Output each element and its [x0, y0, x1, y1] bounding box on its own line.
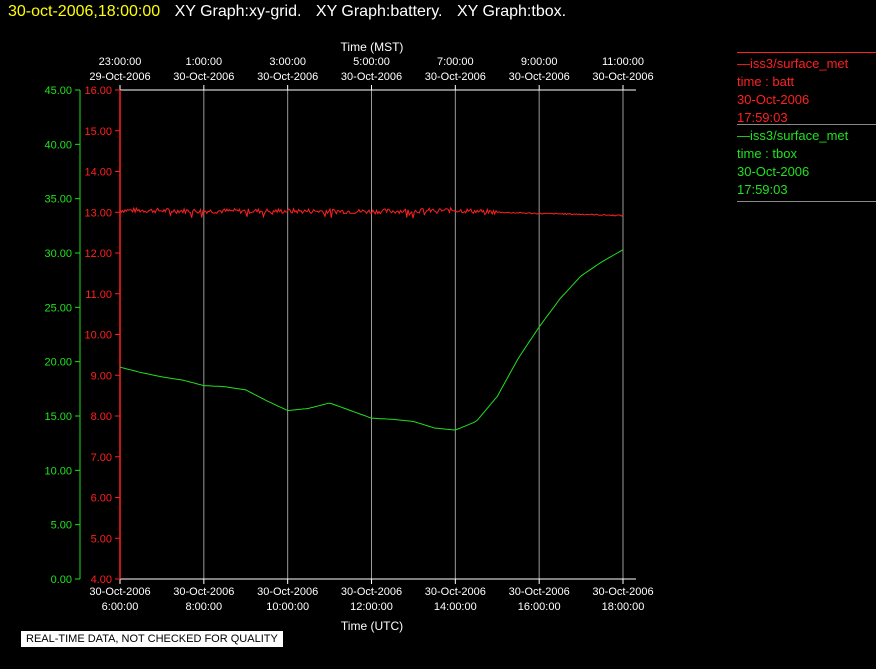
- y-inner-tick-label: 6.00: [91, 493, 112, 505]
- series-line-tbox: [119, 249, 624, 431]
- x-bottom-tick-time: 8:00:00: [185, 601, 222, 613]
- legend-batt: —iss3/surface_met time : batt 30-Oct-200…: [737, 50, 876, 127]
- legend-batt-time: 17:59:03: [737, 110, 788, 125]
- legend-batt-date: 30-Oct-2006: [737, 92, 810, 107]
- legend-tbox: —iss3/surface_met time : tbox 30-Oct-200…: [737, 122, 876, 204]
- x-top-tick-date: 30-Oct-2006: [173, 71, 234, 83]
- quality-disclaimer: REAL-TIME DATA, NOT CHECKED FOR QUALITY: [21, 631, 283, 647]
- x-bottom-tick-time: 16:00:00: [518, 601, 561, 613]
- y-outer-tick-label: 45.00: [44, 85, 72, 97]
- y-inner-tick-label: 4.00: [91, 574, 112, 586]
- legend-batt-top-rule: [737, 52, 876, 53]
- x-bottom-tick-time: 12:00:00: [350, 601, 393, 613]
- y-inner-tick-label: 10.00: [84, 330, 112, 342]
- y-inner-tick-label: 13.00: [84, 207, 112, 219]
- y-inner-tick-label: 12.00: [84, 248, 112, 260]
- x-bottom-tick-time: 18:00:00: [602, 601, 645, 613]
- y-outer-tick-label: 15.00: [44, 411, 72, 423]
- graph-title-grid: XY Graph:xy-grid.: [174, 3, 302, 20]
- legend-tbox-station: —iss3/surface_met: [737, 128, 849, 143]
- x-bottom-tick-time: 10:00:00: [266, 601, 309, 613]
- x-bottom-tick-date: 30-Oct-2006: [425, 586, 486, 598]
- y-outer-tick-label: 10.00: [44, 465, 72, 477]
- timestamp: 30-oct-2006,18:00:00: [8, 3, 161, 20]
- legend-tbox-swatch: —: [737, 128, 750, 143]
- x-top-tick-time: 11:00:00: [602, 56, 644, 68]
- y-outer-tick-label: 0.00: [51, 574, 72, 586]
- x-top-tick-time: 23:00:00: [99, 56, 142, 68]
- x-bottom-tick-date: 30-Oct-2006: [341, 586, 402, 598]
- x-top-tick-date: 30-Oct-2006: [341, 71, 402, 83]
- x-top-tick-time: 7:00:00: [437, 56, 474, 68]
- y-inner-tick-label: 14.00: [84, 167, 112, 179]
- x-bottom-tick-date: 30-Oct-2006: [89, 586, 150, 598]
- y-outer-tick-label: 20.00: [44, 357, 72, 369]
- y-outer-tick-label: 40.00: [44, 139, 72, 151]
- x-bottom-tick-date: 30-Oct-2006: [509, 586, 570, 598]
- legend-tbox-field: time : tbox: [737, 146, 797, 161]
- x-top-tick-date: 30-Oct-2006: [592, 71, 653, 83]
- y-inner-tick-label: 5.00: [91, 533, 112, 545]
- x-bottom-axis-label: Time (UTC): [341, 619, 403, 633]
- legend-tbox-date: 30-Oct-2006: [737, 164, 810, 179]
- x-bottom-tick-time: 14:00:00: [434, 601, 477, 613]
- legend-batt-field: time : batt: [737, 74, 795, 89]
- y-outer-tick-label: 35.00: [44, 194, 72, 206]
- x-bottom-tick-date: 30-Oct-2006: [173, 586, 234, 598]
- x-bottom-tick-date: 30-Oct-2006: [257, 586, 318, 598]
- y-outer-tick-label: 25.00: [44, 302, 72, 314]
- legend-tbox-time: 17:59:03: [737, 182, 788, 197]
- legend-tbox-top-rule: [737, 124, 876, 125]
- x-top-axis-label: Time (MST): [341, 40, 404, 54]
- y-outer-tick-label: 30.00: [44, 248, 72, 260]
- y-inner-tick-label: 15.00: [84, 126, 112, 138]
- legend-batt-station: —iss3/surface_met: [737, 56, 849, 71]
- x-top-tick-time: 5:00:00: [353, 56, 390, 68]
- x-top-tick-time: 1:00:00: [185, 56, 222, 68]
- x-top-tick-time: 9:00:00: [521, 56, 558, 68]
- series-line-batt: [119, 206, 624, 219]
- title-bar: 30-oct-2006,18:00:00 XY Graph:xy-grid. X…: [8, 3, 566, 21]
- legend-batt-swatch: —: [737, 56, 750, 71]
- y-inner-tick-label: 11.00: [85, 289, 112, 301]
- y-inner-tick-label: 16.00: [84, 85, 112, 97]
- y-inner-tick-label: 7.00: [91, 452, 112, 464]
- y-inner-tick-label: 8.00: [91, 411, 112, 423]
- x-top-tick-time: 3:00:00: [269, 56, 306, 68]
- x-bottom-tick-time: 6:00:00: [102, 601, 139, 613]
- x-top-tick-date: 29-Oct-2006: [89, 71, 150, 83]
- x-top-tick-date: 30-Oct-2006: [425, 71, 486, 83]
- x-bottom-tick-date: 30-Oct-2006: [592, 586, 653, 598]
- graph-title-tbox: XY Graph:tbox.: [456, 3, 567, 20]
- x-top-tick-date: 30-Oct-2006: [257, 71, 318, 83]
- legend-bottom-rule: [737, 201, 876, 202]
- y-inner-tick-label: 9.00: [91, 370, 112, 382]
- y-outer-tick-label: 5.00: [51, 520, 72, 532]
- x-top-tick-date: 30-Oct-2006: [509, 71, 570, 83]
- graph-title-battery: XY Graph:battery.: [315, 3, 443, 20]
